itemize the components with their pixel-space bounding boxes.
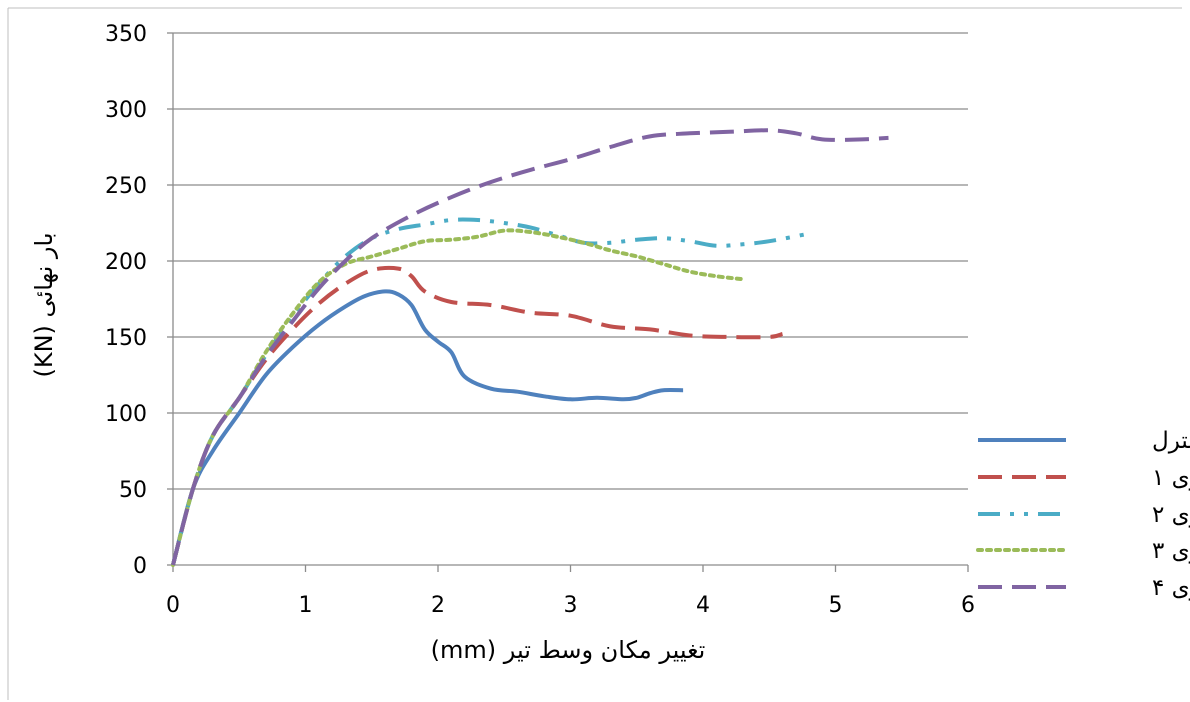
series-layer	[171, 128, 889, 567]
gridlines	[173, 32, 968, 490]
y-tick-label: 50	[119, 478, 147, 503]
legend-label-2: الگوی ۱	[1152, 464, 1190, 491]
y-tick-label: 100	[105, 402, 147, 427]
x-tick-label: 5	[829, 593, 843, 618]
y-tick-label: 350	[105, 22, 147, 47]
series-line-2	[171, 265, 784, 566]
x-tick-labels: 0 1 2 3 4 5 6	[166, 593, 975, 618]
series-line-5	[171, 128, 889, 566]
legend-label-1: کنترل	[1152, 428, 1190, 454]
axes	[167, 32, 969, 572]
y-tick-labels: 0 50 100 150 200 250 300 350	[105, 22, 147, 579]
y-tick-label: 250	[105, 174, 147, 199]
y-tick-label: 200	[105, 250, 147, 275]
y-tick-label: 300	[105, 98, 147, 123]
y-tick-label: 0	[133, 554, 147, 579]
legend-label-4: الگوی ۳	[1152, 537, 1190, 564]
x-tick-label: 2	[431, 593, 445, 618]
x-tick-label: 3	[564, 593, 578, 618]
legend-label-5: الگوی ۴	[1152, 574, 1190, 601]
series-line-4	[171, 228, 745, 567]
y-tick-label: 150	[105, 326, 147, 351]
series-line-1	[171, 289, 684, 566]
x-tick-label: 6	[961, 593, 975, 618]
series-line-3	[171, 217, 810, 566]
x-tick-label: 4	[696, 593, 710, 618]
x-axis-label: تغییر مکان وسط تیر (mm)	[431, 636, 706, 664]
x-tick-label: 1	[299, 593, 313, 618]
legend: کنترل الگوی ۱ الگوی ۲ الگوی ۳ الگوی ۴	[976, 428, 1190, 601]
y-axis-label: بار نهائی (KN)	[30, 232, 58, 377]
x-tick-label: 0	[166, 593, 180, 618]
legend-label-3: الگوی ۲	[1152, 501, 1190, 528]
